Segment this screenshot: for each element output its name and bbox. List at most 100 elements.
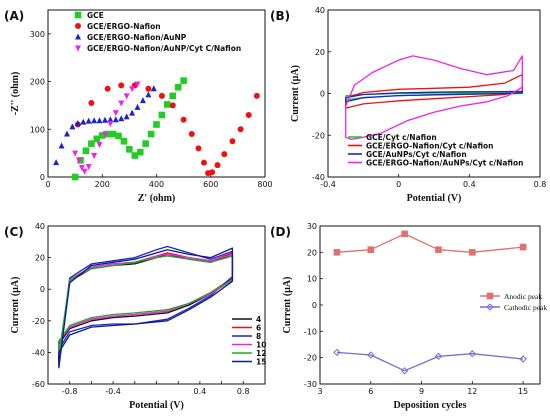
y-tick-label: 30 [307,222,317,231]
data-point [129,109,136,116]
data-point [107,116,114,123]
x-tick-label: 800 [257,180,272,189]
data-point [107,121,114,128]
data-point [126,146,133,153]
x-tick-label: 200 [95,180,110,189]
legend-marker [486,292,494,300]
panel-label: (A) [4,9,24,23]
data-point [123,113,130,120]
data-point [88,100,95,107]
legend-label: Cathodic peak [504,303,547,312]
series-line [58,253,234,358]
x-axis-label: Potential (V) [407,193,462,204]
legend-marker [486,303,494,311]
data-point [96,117,103,124]
legend-label: GCE/AuNPs/Cyt c/Nafion [366,150,467,159]
x-tick-label: 400 [149,180,164,189]
data-point [112,116,119,123]
data-point [180,77,187,84]
y-tick-label: 40 [315,6,325,15]
data-point [158,92,165,99]
legend-label: GCE/ERGO-Nafion/AuNPs/Cyt c/Nafion [366,159,524,168]
data-point [519,243,527,251]
legend-marker [75,33,81,40]
x-tick-label: 0 [45,180,50,189]
data-point [139,97,146,104]
y-tick-label: 100 [30,125,45,134]
panel-label: (D) [270,225,291,239]
data-point [123,93,130,100]
x-tick-label: 12 [467,387,477,396]
x-tick-label: 0.4 [194,387,207,396]
series-3 [345,90,523,103]
x-tick-label: 9 [419,387,424,396]
data-point [180,116,187,123]
chart-panel-4: (D) 3 6 9 12 15 -30 -20 -10 0 10 20 30 Deposition cyc… [270,222,547,411]
series-line [58,247,234,369]
data-point [367,246,375,253]
legend: GCE GCE/ERGO-Nafion GCE/ERGO-Nafion/AuNP GC… [74,11,241,53]
x-tick-label: -0.4 [320,180,336,189]
series-3 [53,85,157,166]
data-point [245,111,252,118]
y-tick-label: -40 [312,173,325,182]
legend-label: GCE/ERGO-Nafion/AuNP [87,33,187,42]
data-point [200,159,207,166]
panel-label: (C) [4,225,24,239]
legend: Anodic peak Cathodic peak [480,292,547,312]
legend-marker [75,23,81,29]
y-tick-label: 0 [40,173,45,182]
data-point [85,164,92,171]
legend-label: GCE/ERGO-Nafion [87,22,161,31]
data-point [109,130,117,138]
data-point [118,82,125,89]
data-point [214,162,221,169]
data-point [221,151,228,158]
x-tick-label: 0 [396,180,401,189]
legend-label: GCE [87,11,104,20]
data-point [101,116,108,123]
y-tick-label: 20 [35,254,45,263]
data-point [333,249,341,256]
data-point [519,355,527,363]
data-point [118,100,125,107]
data-point [69,123,76,130]
data-point [142,140,149,147]
series-2 [333,348,527,375]
legend-label: 15 [256,358,266,367]
data-point [129,86,136,93]
data-point [150,85,157,92]
data-point [400,367,409,375]
chart-panel-3: (C) -0.8 -0.4 0.4 0.8 -60 -40 -20 0 20 40 Potential… [4,222,266,411]
series-4 [58,253,234,358]
data-point [367,351,375,359]
series-4 [72,81,141,175]
y-tick-label: -10 [304,327,317,336]
legend-label: 12 [256,349,266,358]
x-tick-label: 3 [317,387,322,396]
y-axis-label: -Z'' (ohm) [10,72,21,116]
legend-label: GCE/ERGO-Nafion/AuNP/Cyt C/Nafion [87,44,241,53]
chart-panel-2: (B) -0.4 0 0.4 0.8 -40 -20 0 20 40 Potential (V) Cu… [270,6,546,204]
y-axis-label: Current (µA) [282,277,293,334]
data-point [237,126,244,133]
legend-label: 4 [256,315,261,324]
y-axis-label: Current (µA) [10,277,21,334]
x-axis-label: Potential (V) [129,400,184,411]
y-tick-label: 0 [320,90,325,99]
data-point [78,164,85,171]
data-point [229,138,236,145]
series-4 [345,55,523,141]
data-point [76,157,83,164]
data-point [147,130,155,138]
data-point [145,91,152,98]
data-point [82,147,90,155]
data-point [120,137,128,145]
y-tick-label: 20 [315,48,325,57]
x-tick-label: 0.4 [463,180,476,189]
y-tick-label: -60 [32,380,45,389]
data-point [134,103,141,110]
y-tick-label: -40 [32,348,45,357]
series-2 [74,82,260,177]
